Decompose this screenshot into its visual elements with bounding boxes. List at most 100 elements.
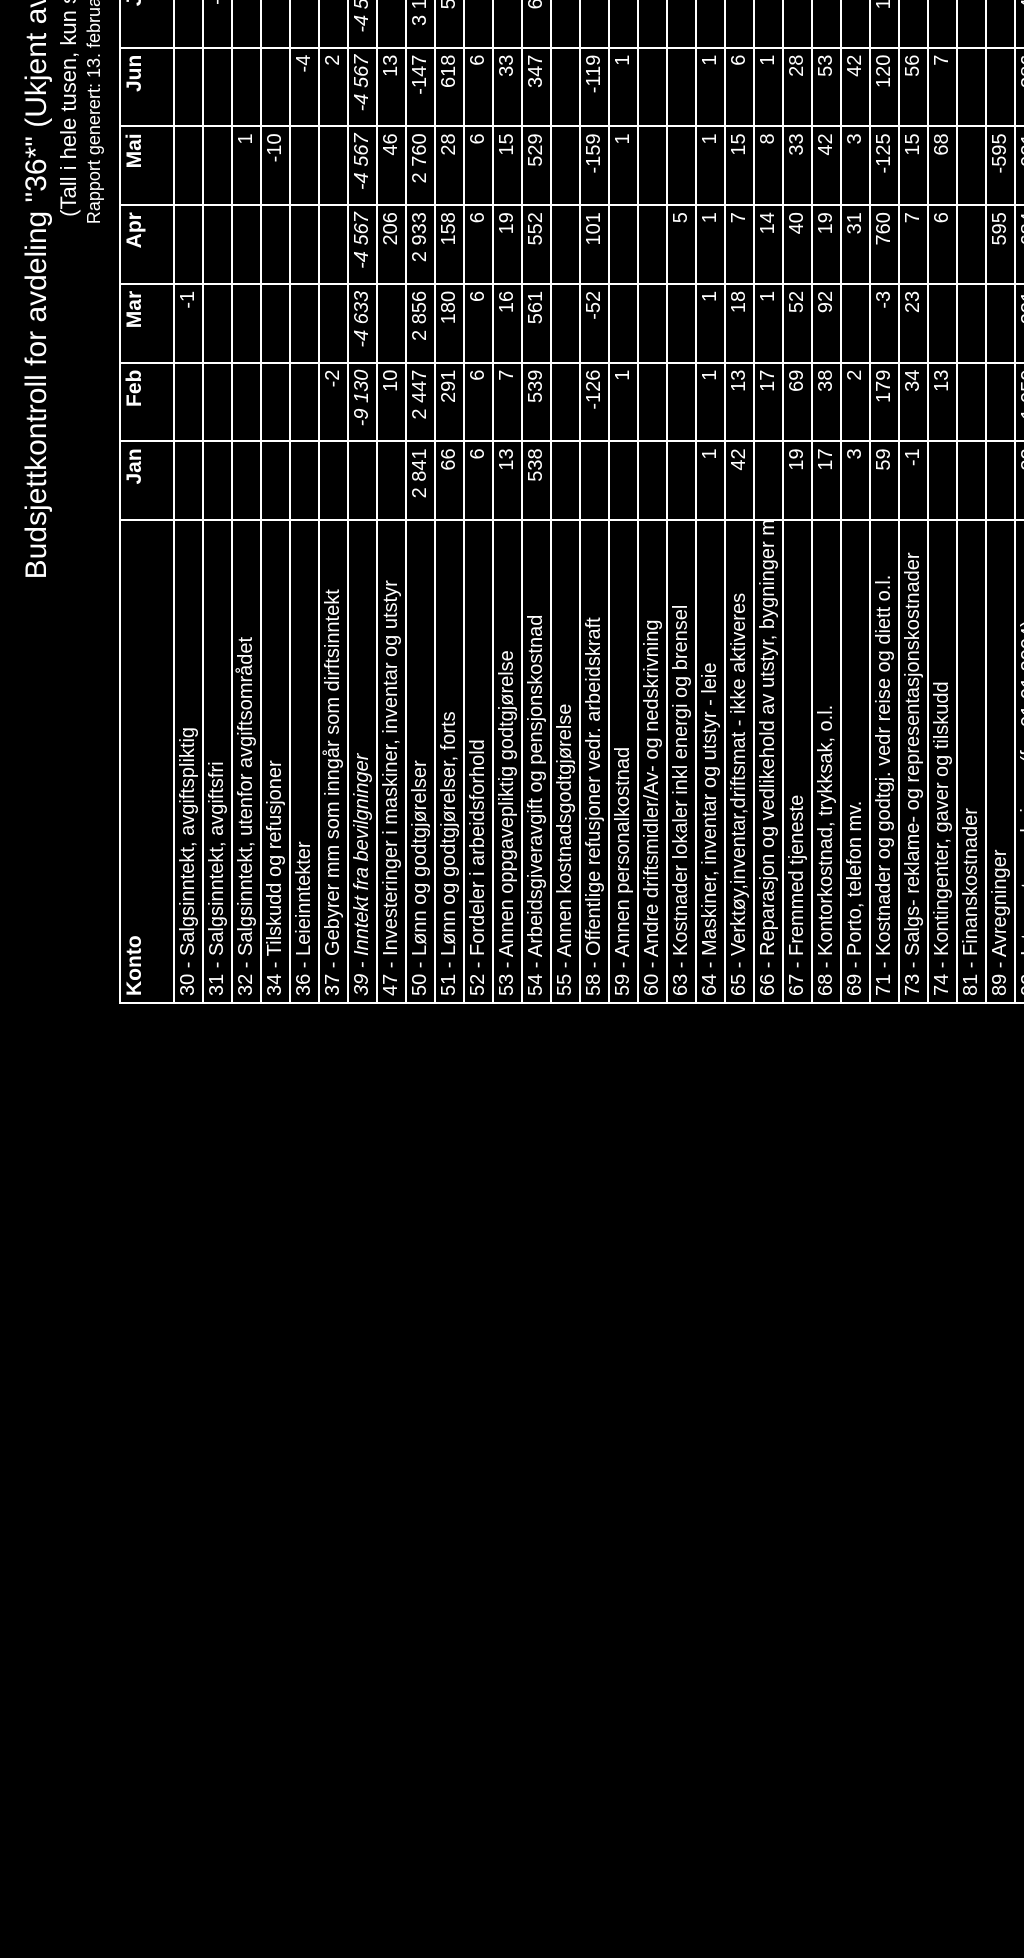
value-cell: 4 <box>638 0 667 48</box>
konto-cell: 74 - Kontingenter, gaver og tilskudd <box>928 520 957 1003</box>
report-subtitle-1: (Tall i hele tusen, kun statsbudsjett) <box>56 0 82 1004</box>
value-cell: 16 <box>493 284 522 363</box>
value-cell: 59 <box>870 441 899 520</box>
value-cell: -17 <box>203 0 232 48</box>
value-cell <box>232 284 261 363</box>
value-cell: 921 <box>1015 126 1024 205</box>
value-cell: 1 <box>696 0 725 48</box>
value-cell: 28 <box>783 48 812 127</box>
konto-cell: 55 - Annen kostnadsgodtgjørelse <box>551 520 580 1003</box>
value-cell <box>986 48 1015 127</box>
value-cell: 158 <box>435 205 464 284</box>
table-row: 59 - Annen personalkostnad11124-11335575… <box>609 0 638 1003</box>
konto-cell: 34 - Tilskudd og refusjoner <box>261 520 290 1003</box>
value-cell <box>551 363 580 442</box>
value-cell <box>203 48 232 127</box>
value-cell <box>551 126 580 205</box>
value-cell: 101 <box>580 205 609 284</box>
value-cell: 7 <box>493 363 522 442</box>
value-cell: 92 <box>812 284 841 363</box>
value-cell: 180 <box>435 284 464 363</box>
table-row: 66 - Reparasjon og vedlikehold av utstyr… <box>754 0 783 1003</box>
value-cell <box>551 0 580 48</box>
value-cell: 539 <box>522 363 551 442</box>
konto-cell: 47 - Investeringer i maskiner, inventar … <box>377 520 406 1003</box>
table-row: 73 - Salgs- reklame- og representasjonsk… <box>899 0 928 1003</box>
value-cell: 2 <box>319 48 348 127</box>
value-cell <box>609 284 638 363</box>
value-cell <box>290 205 319 284</box>
value-cell <box>551 205 580 284</box>
value-cell: 1 <box>696 363 725 442</box>
value-cell: 6 <box>928 205 957 284</box>
table-row: 81 - Finanskostnader00000 <box>957 0 986 1003</box>
konto-cell: 81 - Finanskostnader <box>957 520 986 1003</box>
value-cell: 221 <box>1015 284 1024 363</box>
report-page: Budsjettkontroll for avdeling "36*" (Ukj… <box>0 0 1024 1958</box>
value-cell <box>638 441 667 520</box>
table-body: 30 - Salgsinntekt, avgiftspliktig-1-1001… <box>174 0 1024 1003</box>
value-cell: -9 130 <box>348 363 377 442</box>
table-header: KontoJanFebMarAprMaiJunJulAugSepOktNovDe… <box>120 0 174 1003</box>
table-row: 63 - Kostnader lokaler inkl energi og br… <box>667 0 696 1003</box>
value-cell <box>551 441 580 520</box>
value-cell <box>290 0 319 48</box>
value-cell: -4 <box>290 48 319 127</box>
value-cell: 69 <box>783 363 812 442</box>
value-cell <box>667 0 696 48</box>
value-cell <box>348 441 377 520</box>
konto-cell: 92 - Interne transaksjoner (fra 01.01.20… <box>1015 520 1024 1003</box>
konto-cell: 89 - Avregninger <box>986 520 1015 1003</box>
value-cell <box>667 363 696 442</box>
value-cell: 386 <box>1015 48 1024 127</box>
konto-cell: 59 - Annen personalkostnad <box>609 520 638 1003</box>
table-row: 60 - Andre driftsmidler/Av- og nedskrivn… <box>638 0 667 1003</box>
col-header: Mai <box>120 126 174 205</box>
konto-cell: 52 - Fordeler i arbeidsforhold <box>464 520 493 1003</box>
value-cell <box>261 284 290 363</box>
konto-cell: 30 - Salgsinntekt, avgiftspliktig <box>174 520 203 1003</box>
value-cell: 760 <box>870 205 899 284</box>
value-cell: 1 <box>696 205 725 284</box>
value-cell: 7 <box>899 205 928 284</box>
value-cell: 18 <box>493 0 522 48</box>
value-cell <box>928 0 957 48</box>
value-cell <box>609 205 638 284</box>
value-cell: 6 <box>464 441 493 520</box>
value-cell: 23 <box>899 284 928 363</box>
value-cell: 529 <box>522 126 551 205</box>
col-header: Apr <box>120 205 174 284</box>
value-cell: 179 <box>870 363 899 442</box>
value-cell: -595 <box>986 126 1015 205</box>
value-cell <box>232 363 261 442</box>
value-cell: 634 <box>522 0 551 48</box>
value-cell: 593 <box>435 0 464 48</box>
value-cell: -119 <box>580 48 609 127</box>
value-cell: 3 140 <box>406 0 435 48</box>
value-cell: 10 <box>377 363 406 442</box>
table-row: 47 - Investeringer i maskiner, inventar … <box>377 0 406 1003</box>
value-cell: 3 <box>841 441 870 520</box>
value-cell: 13 <box>377 48 406 127</box>
value-cell <box>203 441 232 520</box>
value-cell: -52 <box>580 284 609 363</box>
value-cell: 42 <box>812 126 841 205</box>
value-cell: 1 <box>696 284 725 363</box>
value-cell <box>203 284 232 363</box>
value-cell <box>174 441 203 520</box>
value-cell <box>377 0 406 48</box>
col-header: Jan <box>120 441 174 520</box>
value-cell: 56 <box>899 48 928 127</box>
value-cell <box>203 363 232 442</box>
value-cell: 38 <box>812 363 841 442</box>
value-cell: 68 <box>928 126 957 205</box>
table-row: 69 - Porto, telefon mv.32313425230321244… <box>841 0 870 1003</box>
value-cell <box>174 363 203 442</box>
table-row: 71 - Kostnader og godtgj. vedr reise og … <box>870 0 899 1003</box>
value-cell: 8 <box>725 0 754 48</box>
value-cell <box>667 48 696 127</box>
value-cell: 6 <box>725 48 754 127</box>
value-cell: 33 <box>493 48 522 127</box>
value-cell <box>261 48 290 127</box>
konto-cell: 58 - Offentlige refusjoner vedr. arbeids… <box>580 520 609 1003</box>
